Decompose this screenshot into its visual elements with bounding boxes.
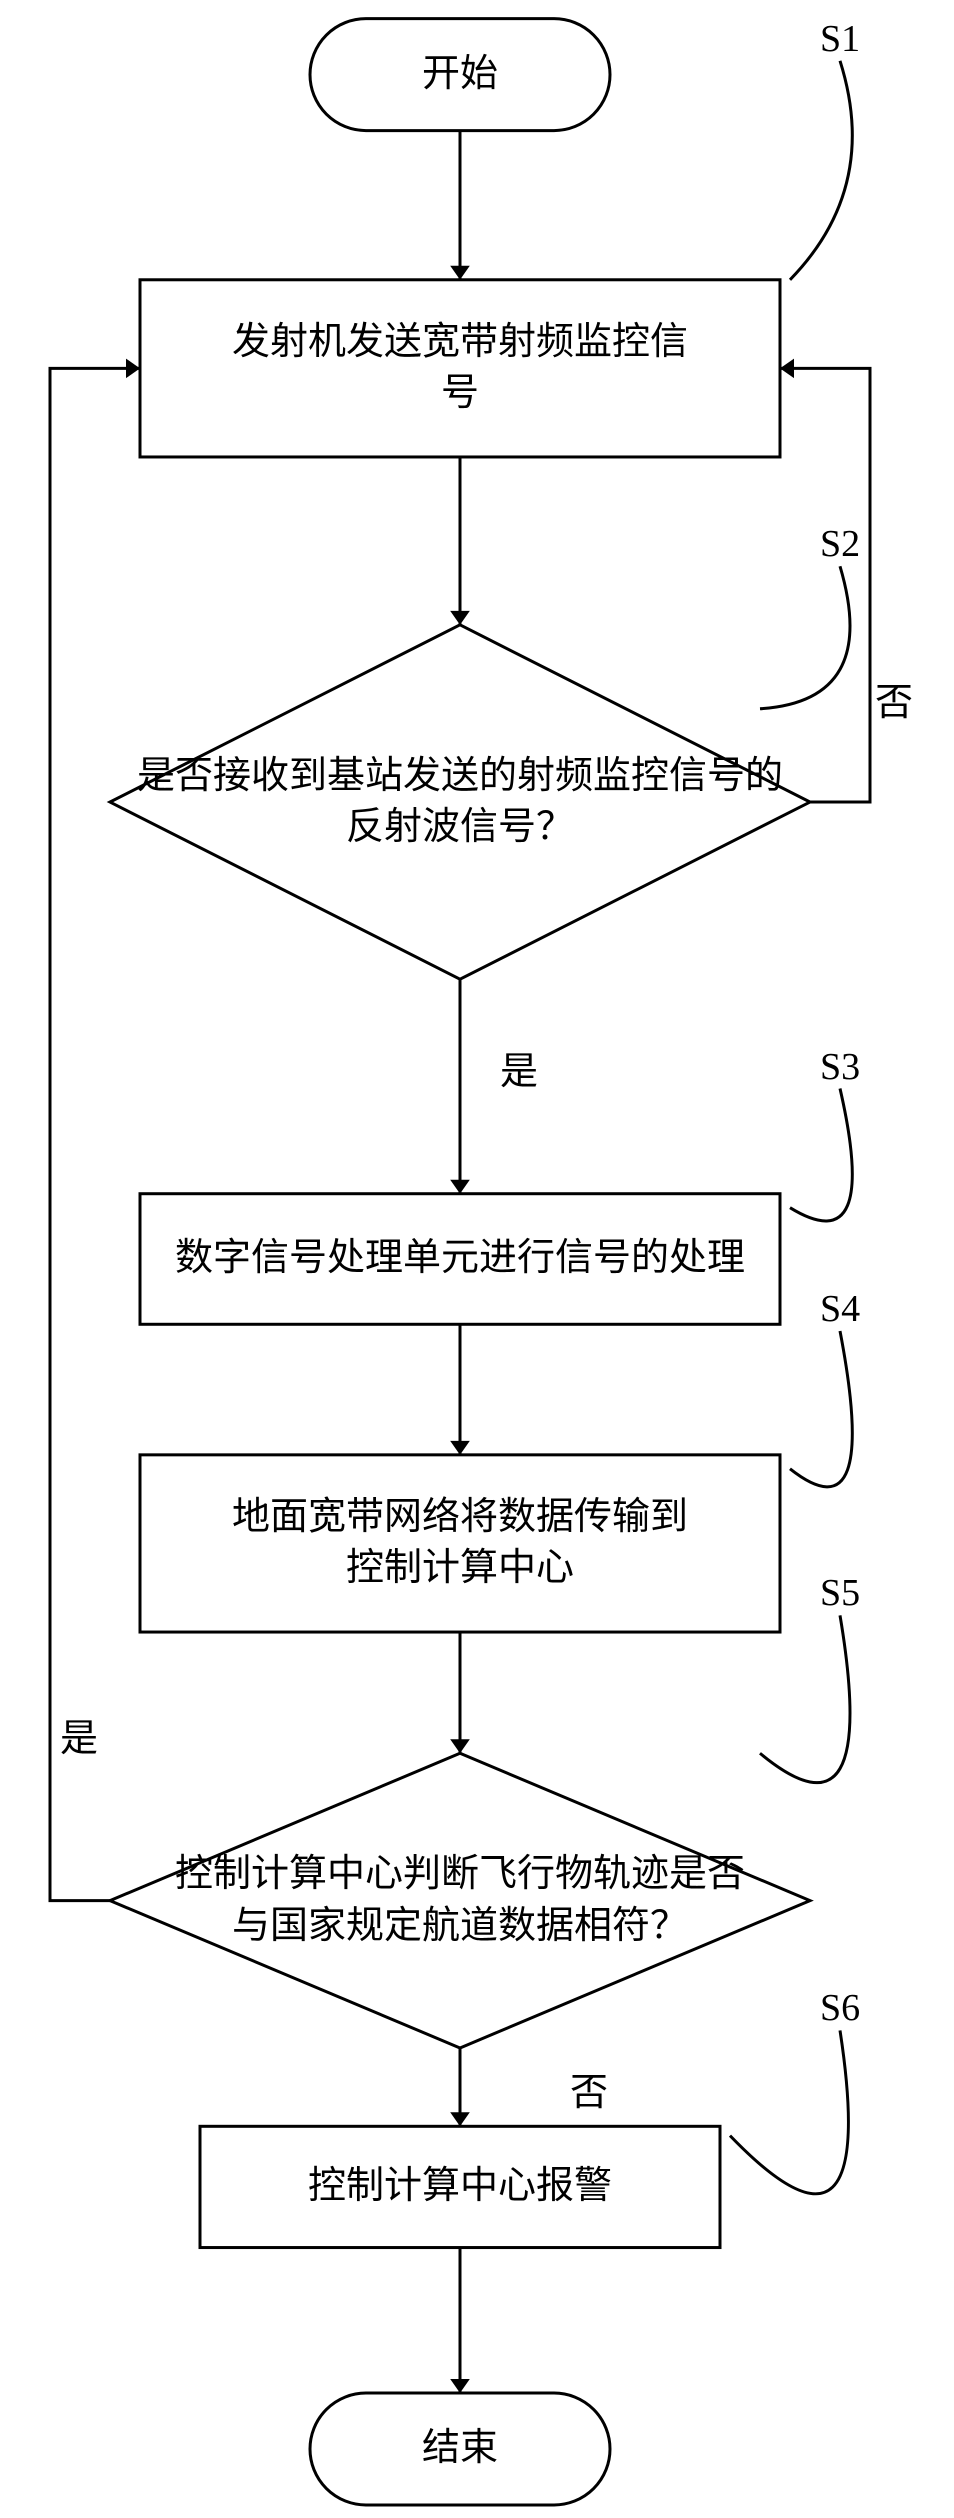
step-label: S6 <box>820 1986 860 2030</box>
step-label: S1 <box>820 17 860 61</box>
flowchart-canvas: 开始发射机发送宽带射频监控信 号是否接收到基站发送的射频监控信号的 反射波信号？… <box>0 0 954 2518</box>
branch-label: 否 <box>875 671 913 726</box>
branch-label: 否 <box>570 2061 608 2116</box>
branch-label: 是 <box>500 1040 538 1095</box>
step-label: S3 <box>820 1045 860 1089</box>
step-label: S2 <box>820 522 860 566</box>
step-label: S5 <box>820 1571 860 1615</box>
step-label: S4 <box>820 1287 860 1331</box>
svg-layer <box>0 0 954 2518</box>
branch-label: 是 <box>60 1707 98 1762</box>
